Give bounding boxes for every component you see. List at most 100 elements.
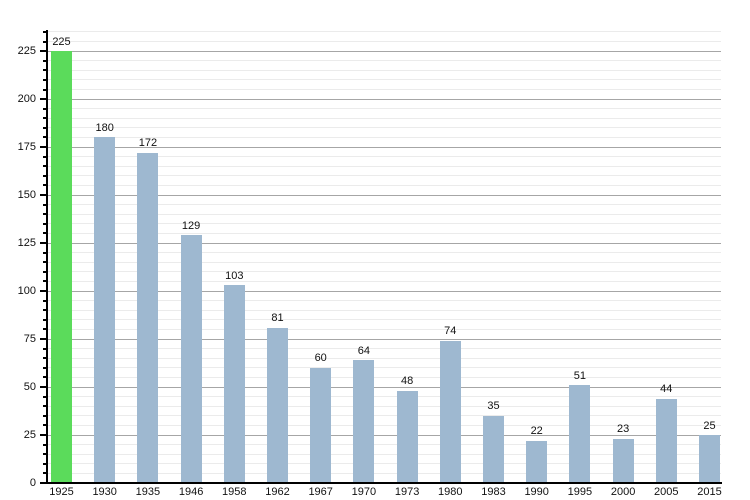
y-tick-label: 25: [23, 428, 36, 441]
y-tick-label: 0: [29, 476, 36, 489]
y-tick-minor: [43, 261, 47, 264]
y-tick-minor: [43, 443, 47, 446]
bar: [396, 390, 418, 482]
y-tick-minor: [43, 414, 47, 417]
x-tick-label: 1925: [49, 486, 74, 498]
y-tick-minor: [43, 357, 47, 360]
grid-line-minor: [48, 31, 721, 33]
y-tick-label: 50: [23, 380, 36, 393]
bar: [94, 137, 116, 482]
y-tick-minor: [43, 462, 47, 465]
y-tick-minor: [43, 69, 47, 72]
grid-line-minor: [48, 69, 721, 71]
y-tick-minor: [43, 280, 47, 283]
bar: [526, 440, 548, 482]
y-tick-label: 75: [23, 332, 36, 345]
x-axis-line: [46, 482, 722, 484]
x-tick-label: 1983: [481, 486, 506, 498]
grid-line-minor: [48, 60, 721, 62]
bar-value-label: 74: [444, 325, 457, 338]
y-tick-minor: [43, 251, 47, 254]
bar-value-label: 64: [357, 344, 371, 357]
bar-value-label: 22: [530, 425, 543, 438]
y-tick-label: 100: [17, 284, 36, 297]
y-tick-minor: [43, 117, 47, 120]
y-tick-minor: [43, 203, 47, 206]
y-tick-minor: [43, 270, 47, 273]
y-tick-minor: [43, 88, 47, 91]
x-tick-label: 1990: [524, 486, 549, 498]
grid-line-major: [48, 98, 721, 100]
y-tick-minor: [43, 299, 47, 302]
y-tick-minor: [43, 30, 47, 33]
x-tick-label: 1970: [351, 486, 377, 498]
y-tick-major: [40, 482, 47, 484]
bar-value-label: 48: [400, 375, 414, 388]
y-tick-minor: [43, 328, 47, 331]
x-tick-label: 1967: [308, 486, 333, 498]
y-tick-major: [40, 434, 47, 436]
y-tick-minor: [43, 213, 47, 216]
y-tick-label: 175: [17, 140, 36, 153]
y-tick-minor: [43, 126, 47, 129]
y-tick-minor: [43, 309, 47, 312]
y-tick-major: [40, 386, 47, 389]
y-tick-minor: [43, 222, 47, 225]
grid-line-minor: [48, 89, 721, 90]
bar: [439, 340, 461, 482]
y-tick-minor: [43, 78, 47, 81]
y-tick-major: [40, 242, 47, 245]
x-tick-label: 2005: [654, 486, 679, 498]
y-tick-label: 125: [17, 236, 36, 249]
y-tick-label: 150: [17, 188, 36, 201]
bar: [353, 360, 375, 482]
bar-value-label: 180: [95, 121, 114, 134]
y-tick-minor: [43, 107, 47, 110]
y-tick-minor: [43, 136, 47, 139]
grid-line-minor: [48, 108, 721, 110]
bar: [569, 385, 591, 482]
grid-line-minor: [48, 41, 721, 43]
y-tick-minor: [43, 40, 47, 43]
grid-line-minor: [48, 117, 721, 119]
bar-value-label: 225: [52, 35, 71, 48]
y-tick-minor: [43, 424, 47, 427]
bar: [267, 327, 288, 482]
x-tick-label: 1935: [135, 486, 161, 498]
bar-value-label: 103: [225, 269, 244, 282]
y-tick-minor: [43, 453, 47, 456]
y-tick-minor: [43, 366, 47, 369]
y-tick-minor: [43, 395, 47, 398]
y-tick-minor: [43, 174, 47, 177]
bar: [137, 152, 159, 482]
y-tick-label: 200: [17, 92, 36, 105]
y-tick-minor: [43, 376, 47, 379]
y-tick-minor: [43, 232, 47, 235]
bar-value-label: 44: [660, 383, 673, 396]
bar-value-label: 129: [181, 219, 201, 232]
y-tick-minor: [43, 347, 47, 350]
y-tick-minor: [43, 184, 47, 187]
y-tick-major: [40, 290, 47, 293]
x-tick-label: 1995: [567, 486, 593, 498]
y-tick-major: [40, 50, 47, 53]
x-tick-label: 1980: [438, 486, 463, 498]
bar: [180, 235, 202, 482]
x-tick-label: 2015: [697, 486, 722, 498]
y-tick-major: [40, 194, 47, 197]
y-tick-major: [40, 146, 47, 149]
grid-line-minor: [48, 79, 721, 81]
bar-value-label: 81: [271, 312, 284, 325]
bar-value-label: 25: [703, 419, 716, 432]
x-tick-label: 2000: [610, 486, 636, 498]
x-tick-label: 1930: [92, 486, 117, 498]
y-tick-minor: [43, 155, 47, 158]
y-tick-major: [40, 338, 47, 341]
bar-value-label: 51: [573, 369, 587, 382]
bar: [483, 415, 504, 482]
bar-value-label: 23: [616, 423, 630, 436]
bar: [310, 367, 332, 482]
bar-value-label: 172: [138, 137, 158, 150]
bar-value-label: 60: [314, 352, 327, 365]
